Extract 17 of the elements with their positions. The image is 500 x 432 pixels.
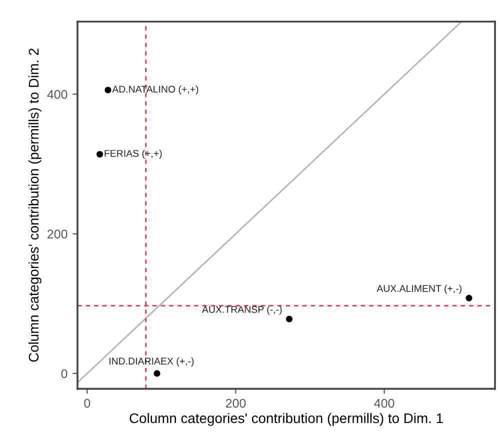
x-tick-label: 200 — [226, 398, 246, 408]
annotation: AUX.ALIMENT (+,-) — [376, 284, 462, 294]
annotation: AUX.TRANSP (-,-) — [202, 306, 282, 315]
y-axis-title: Column categories' contribution (permills) to Dim. 2 — [28, 48, 42, 362]
x-axis-title: Column categories' contribution (permills) to Dim. 1 — [130, 412, 443, 426]
y-tick-label: 0 — [61, 369, 68, 378]
x-tick-label: 400 — [374, 398, 394, 408]
point — [286, 316, 293, 322]
x-tick-label: 0 — [84, 398, 90, 408]
point — [96, 150, 104, 158]
annotation: FERIAS (+,+) — [104, 150, 162, 159]
point — [466, 294, 472, 302]
point — [104, 86, 112, 94]
annotation: AD.NATALINO (+,+) — [112, 85, 198, 95]
y-tick-label: 400 — [47, 90, 68, 99]
point — [154, 370, 160, 377]
y-tick-label: 200 — [48, 230, 68, 238]
